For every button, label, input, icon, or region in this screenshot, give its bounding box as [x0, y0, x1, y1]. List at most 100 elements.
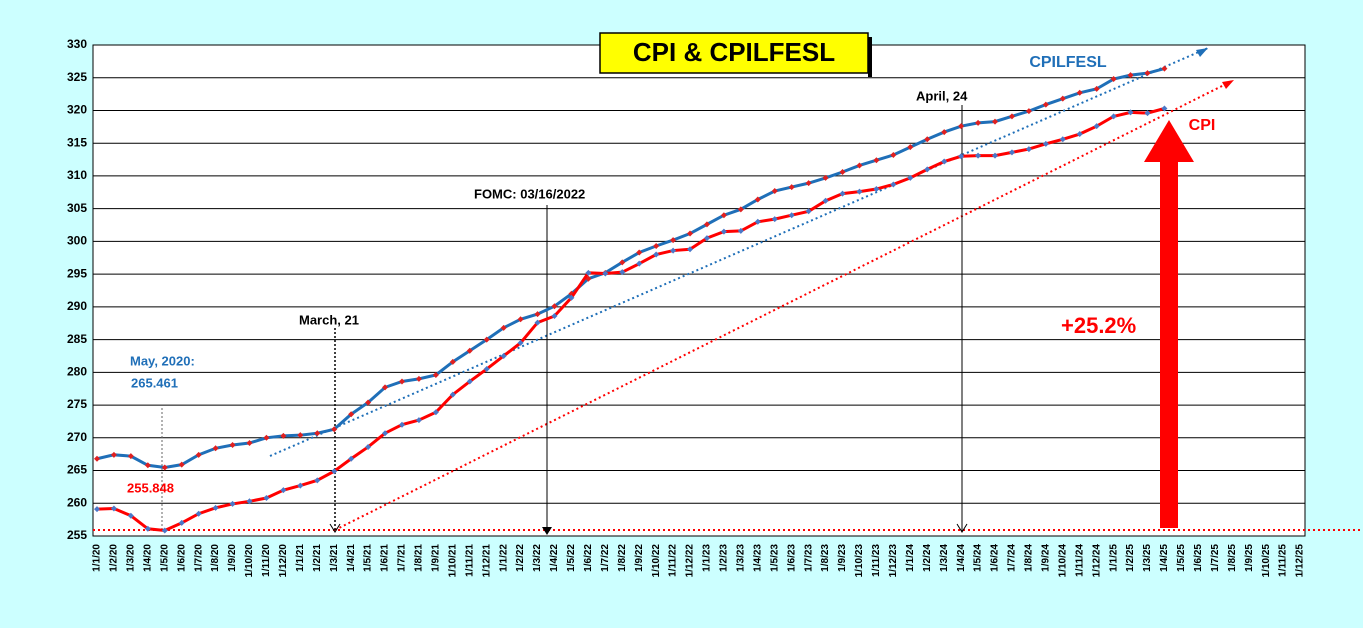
data-point — [398, 378, 405, 385]
y-tick-label: 295 — [67, 266, 87, 280]
data-point — [1144, 70, 1151, 77]
data-point — [517, 339, 524, 346]
data-point — [382, 384, 389, 391]
data-point — [873, 157, 880, 164]
trend-arrow — [1196, 48, 1208, 57]
data-point — [331, 426, 338, 433]
data-point — [1110, 76, 1117, 83]
x-tick-label: 1/6/21 — [380, 544, 391, 572]
x-tick-label: 1/7/23 — [803, 544, 814, 572]
x-tick-label: 1/11/25 — [1278, 544, 1289, 577]
x-tick-label: 1/10/22 — [651, 544, 662, 578]
plot-area — [92, 44, 1306, 537]
x-tick-label: 1/11/22 — [668, 544, 679, 577]
data-point — [687, 246, 694, 253]
data-point — [941, 129, 948, 136]
y-tick-label: 270 — [67, 430, 87, 444]
x-tick-label: 1/12/21 — [481, 544, 492, 578]
series-line — [96, 107, 1165, 532]
x-tick-label: 1/7/21 — [397, 544, 408, 572]
y-tick-label: 275 — [67, 397, 87, 411]
x-tick-label: 1/4/22 — [549, 544, 560, 572]
data-point — [822, 174, 829, 181]
data-point — [992, 118, 999, 125]
x-tick-label: 1/3/23 — [735, 544, 746, 572]
x-tick-label: 1/4/21 — [346, 544, 357, 572]
data-point — [839, 190, 846, 197]
title-shadow — [868, 37, 872, 77]
april-arrow — [956, 523, 968, 533]
y-tick-label: 310 — [67, 168, 87, 182]
data-point — [1127, 72, 1134, 79]
data-point — [449, 391, 456, 398]
series-label: CPILFESL — [1029, 54, 1107, 71]
y-tick-label: 315 — [67, 135, 87, 149]
annotation: April, 24 — [916, 88, 968, 103]
data-point — [788, 212, 795, 219]
data-point — [619, 269, 626, 276]
data-point — [144, 462, 151, 469]
trend-core — [269, 47, 1209, 457]
x-tick-label: 1/4/25 — [1159, 544, 1170, 572]
annotation: +25.2% — [1061, 313, 1136, 338]
data-point — [1008, 149, 1015, 156]
x-tick-label: 1/9/21 — [431, 544, 442, 572]
x-tick-label: 1/4/23 — [752, 544, 763, 572]
x-tick-label: 1/5/20 — [159, 544, 170, 572]
x-tick-label: 1/7/25 — [1210, 544, 1221, 572]
data-point — [754, 218, 761, 225]
data-point — [1110, 113, 1117, 120]
data-point — [365, 443, 372, 450]
data-point — [805, 208, 812, 215]
x-tick-label: 1/5/23 — [769, 544, 780, 572]
data-point — [195, 510, 202, 517]
data-point — [263, 495, 270, 502]
data-point — [890, 151, 897, 158]
x-tick-label: 1/2/24 — [922, 544, 933, 572]
x-tick-label: 1/8/25 — [1227, 544, 1238, 572]
data-point — [720, 212, 727, 219]
data-point — [890, 181, 897, 188]
x-tick-label: 1/3/25 — [1142, 544, 1153, 572]
data-point — [619, 259, 626, 266]
y-tick-label: 265 — [67, 463, 87, 477]
data-point — [941, 158, 948, 165]
x-tick-label: 1/2/20 — [109, 544, 120, 572]
data-point — [127, 512, 134, 519]
annotation: May, 2020: — [130, 353, 195, 368]
x-tick-label: 1/8/23 — [820, 544, 831, 572]
data-point — [907, 174, 914, 181]
data-point — [992, 152, 999, 159]
x-tick-label: 1/12/23 — [888, 544, 899, 578]
data-point — [212, 504, 219, 511]
data-point — [1093, 85, 1100, 92]
data-point — [212, 445, 219, 452]
annotation: 265.461 — [131, 375, 178, 390]
x-tick-label: 1/1/21 — [295, 544, 306, 572]
data-point — [398, 421, 405, 428]
x-tick-label: 1/11/21 — [464, 544, 475, 577]
data-point — [1161, 65, 1168, 72]
data-point — [263, 434, 270, 441]
data-point — [687, 230, 694, 237]
x-tick-label: 1/9/24 — [1040, 544, 1051, 572]
data-point — [1059, 95, 1066, 102]
data-point — [483, 366, 490, 373]
data-point — [1059, 136, 1066, 143]
data-point — [924, 166, 931, 173]
data-point — [432, 409, 439, 416]
x-tick-label: 1/8/21 — [414, 544, 425, 572]
x-tick-label: 1/2/23 — [719, 544, 730, 572]
x-tick-label: 1/6/20 — [176, 544, 187, 572]
x-tick-label: 1/12/20 — [278, 544, 289, 578]
data-point — [466, 378, 473, 385]
data-point — [653, 242, 660, 249]
data-point — [1025, 146, 1032, 153]
data-point — [500, 352, 507, 359]
x-tick-label: 1/7/20 — [193, 544, 204, 572]
data-point — [195, 451, 202, 458]
x-tick-label: 1/6/23 — [786, 544, 797, 572]
x-tick-label: 1/11/23 — [871, 544, 882, 577]
data-point — [314, 477, 321, 484]
data-point — [1093, 123, 1100, 130]
